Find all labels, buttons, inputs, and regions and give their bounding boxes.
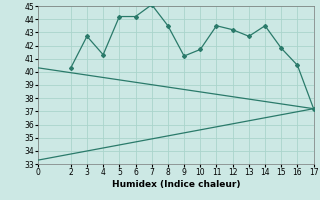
X-axis label: Humidex (Indice chaleur): Humidex (Indice chaleur) <box>112 180 240 189</box>
